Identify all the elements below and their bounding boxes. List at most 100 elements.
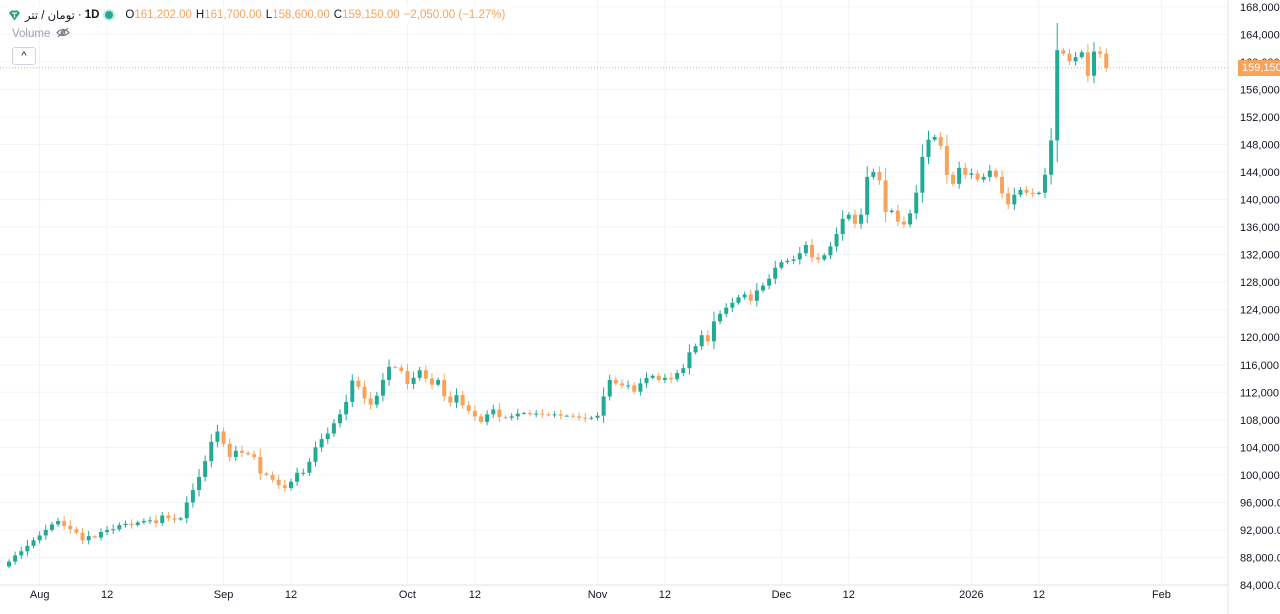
candle-body xyxy=(197,476,202,491)
candle-body xyxy=(503,417,508,419)
candle-body xyxy=(368,398,373,405)
candle-body xyxy=(80,532,85,541)
candle-body xyxy=(203,461,208,477)
candle-body xyxy=(583,417,588,419)
candle-body xyxy=(233,450,238,457)
y-tick-label: 96,000.00 xyxy=(1240,497,1280,509)
collapse-legend-button[interactable]: ^ xyxy=(12,47,36,65)
candle xyxy=(13,551,18,565)
candle xyxy=(313,441,318,467)
candle-body xyxy=(908,213,913,225)
candle xyxy=(203,455,208,482)
legend-separator: · xyxy=(77,9,82,21)
chart-grid xyxy=(0,0,1228,586)
candle xyxy=(282,479,287,493)
symbol-name[interactable]: تومان / تتر xyxy=(25,10,75,22)
candle-body xyxy=(760,285,765,291)
candle xyxy=(141,518,146,525)
x-tick-label: 12 xyxy=(101,589,113,601)
candle xyxy=(521,411,526,415)
candle-body xyxy=(423,370,428,379)
y-tick-label: 156,000.00 xyxy=(1240,84,1280,96)
candle xyxy=(1092,42,1097,84)
candle-body xyxy=(1012,194,1017,205)
candle-body xyxy=(656,375,661,380)
candle xyxy=(454,388,459,408)
candle xyxy=(1024,186,1029,196)
candle-body xyxy=(607,379,612,397)
y-tick-label: 152,000.00 xyxy=(1240,112,1280,124)
candle-body xyxy=(681,368,686,374)
candle-body xyxy=(889,210,894,212)
candle-body xyxy=(577,416,582,418)
candle xyxy=(638,378,643,396)
candle-body xyxy=(313,447,318,462)
candle xyxy=(344,394,349,421)
candle-body xyxy=(1098,51,1103,54)
price-axis[interactable]: 84,000.00 88,000.00 92,000.00 96,000.00 100,… xyxy=(1227,0,1280,614)
tether-logo-icon xyxy=(8,9,21,22)
candle xyxy=(503,415,508,420)
candle-body xyxy=(1018,189,1023,195)
time-axis[interactable]: Aug 12 Sep 12 Oct 12 Nov 12 Dec 12 2026 12 Feb xyxy=(0,584,1228,601)
candle xyxy=(276,474,281,490)
close-label: C xyxy=(333,9,343,21)
candle-body xyxy=(926,139,931,157)
candle xyxy=(56,517,61,527)
candle-body xyxy=(963,167,968,175)
candle xyxy=(957,161,962,189)
candle-body xyxy=(687,352,692,369)
candle-body xyxy=(356,380,361,387)
candle-body xyxy=(105,529,110,533)
y-tick-label: 88,000.00 xyxy=(1240,552,1280,564)
candle-body xyxy=(282,485,287,488)
candle-body xyxy=(319,439,324,448)
volume-label: Volume xyxy=(12,28,51,40)
candle-body xyxy=(491,409,496,415)
chevron-up-icon: ^ xyxy=(21,50,27,62)
candle-body xyxy=(1092,51,1097,76)
candle-body xyxy=(135,522,140,526)
candle xyxy=(233,445,238,462)
candle xyxy=(920,144,925,203)
candle xyxy=(466,401,471,415)
candle xyxy=(92,534,97,539)
y-tick-label: 164,000.00 xyxy=(1240,29,1280,41)
candle-body xyxy=(638,383,643,392)
candle xyxy=(534,409,539,418)
candle-body xyxy=(123,523,128,526)
candle xyxy=(1018,187,1023,198)
candle-body xyxy=(767,278,772,286)
candle xyxy=(19,546,24,560)
eye-hidden-icon[interactable] xyxy=(56,27,71,41)
candle-body xyxy=(920,156,925,193)
candle xyxy=(754,283,759,307)
y-tick-label: 124,000.00 xyxy=(1240,305,1280,317)
candle-body xyxy=(754,290,759,301)
candle-body xyxy=(1067,53,1072,62)
timeframe-label[interactable]: 1D xyxy=(84,9,100,21)
candle-body xyxy=(932,136,937,140)
candle xyxy=(252,450,257,460)
volume-indicator[interactable]: Volume xyxy=(12,27,71,41)
candle xyxy=(1055,22,1060,163)
candle xyxy=(810,239,815,263)
candle-body xyxy=(117,525,122,530)
candle xyxy=(889,208,894,214)
x-tick-label: 12 xyxy=(469,589,481,601)
candle-body xyxy=(730,302,735,308)
candle-body xyxy=(92,536,97,538)
candle xyxy=(1104,48,1109,72)
candle xyxy=(938,131,943,151)
candle-body xyxy=(748,294,753,301)
candle-body xyxy=(944,145,949,175)
candle-body xyxy=(454,395,459,403)
candle xyxy=(307,458,312,476)
candle xyxy=(209,434,214,468)
candle-body xyxy=(68,525,73,530)
candle xyxy=(577,412,582,421)
y-tick-label: 92,000.00 xyxy=(1240,525,1280,537)
candle xyxy=(613,376,618,386)
y-tick-label: 136,000.00 xyxy=(1240,222,1280,234)
